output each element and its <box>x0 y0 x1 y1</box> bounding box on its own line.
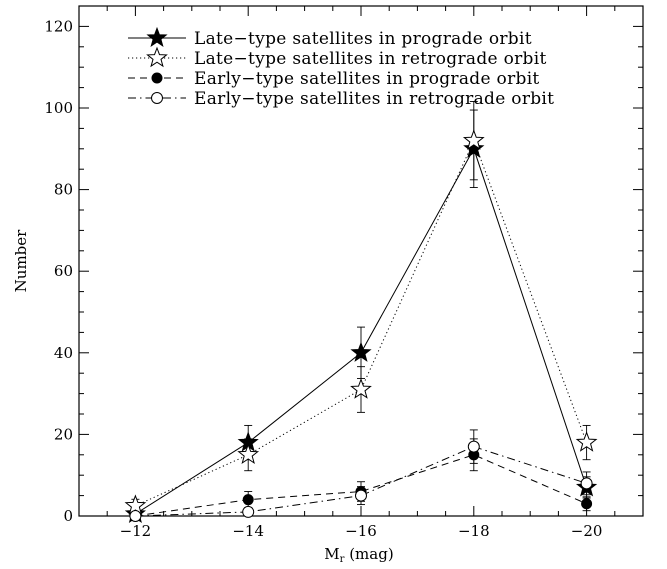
legend-label-1: Late−type satellites in prograde orbit <box>194 29 532 49</box>
series-2 <box>124 101 598 516</box>
y-tick-label: 120 <box>44 17 73 35</box>
legend-label-3: Early−type satellites in prograde orbit <box>194 69 540 89</box>
series-3-line <box>135 454 587 517</box>
data-point <box>355 489 367 502</box>
data-point <box>580 477 593 490</box>
data-point <box>237 443 260 465</box>
series-4-line <box>135 446 587 517</box>
data-point <box>581 498 593 510</box>
x-axis-label-subscript: r <box>340 554 345 565</box>
x-axis-label-main: M <box>324 545 339 563</box>
axis-tick-labels: −12 −14 −16 −18 −20 0 20 40 60 80 100 120 <box>44 17 602 540</box>
data-point <box>242 494 254 506</box>
series-4 <box>129 429 593 522</box>
data-point <box>467 440 480 453</box>
data-point <box>129 510 142 522</box>
x-tick-label: −18 <box>458 522 490 540</box>
data-point <box>242 505 255 518</box>
y-tick-label: 40 <box>54 344 73 362</box>
series-layer <box>124 101 598 523</box>
legend-label-4: Early−type satellites in retrograde orbi… <box>194 89 554 109</box>
legend: Late−type satellites in prograde orbitLa… <box>128 26 554 109</box>
legend-marker-1 <box>146 26 168 48</box>
legend-marker-2 <box>146 46 168 68</box>
data-point <box>575 431 598 452</box>
y-tick-label: 80 <box>54 181 73 199</box>
x-axis-label-unit: (mag) <box>344 545 393 563</box>
x-tick-label: −20 <box>571 522 603 540</box>
legend-label-2: Late−type satellites in retrograde orbit <box>194 49 547 69</box>
x-axis-label: Mr (mag) <box>324 545 393 565</box>
y-tick-label: 20 <box>54 425 73 443</box>
y-tick-label: 100 <box>44 99 73 117</box>
x-tick-label: −16 <box>345 522 377 540</box>
data-point <box>350 341 372 362</box>
series-2-line <box>135 139 588 507</box>
data-point <box>462 129 485 150</box>
series-1 <box>124 109 598 523</box>
y-axis-label: Number <box>12 229 30 292</box>
x-tick-label: −14 <box>232 522 264 540</box>
legend-marker-4 <box>151 92 163 104</box>
y-tick-label: 0 <box>63 507 73 525</box>
data-point <box>350 378 372 399</box>
y-tick-label: 60 <box>54 262 73 280</box>
x-tick-label: −12 <box>120 522 152 540</box>
legend-marker-3 <box>151 72 163 84</box>
